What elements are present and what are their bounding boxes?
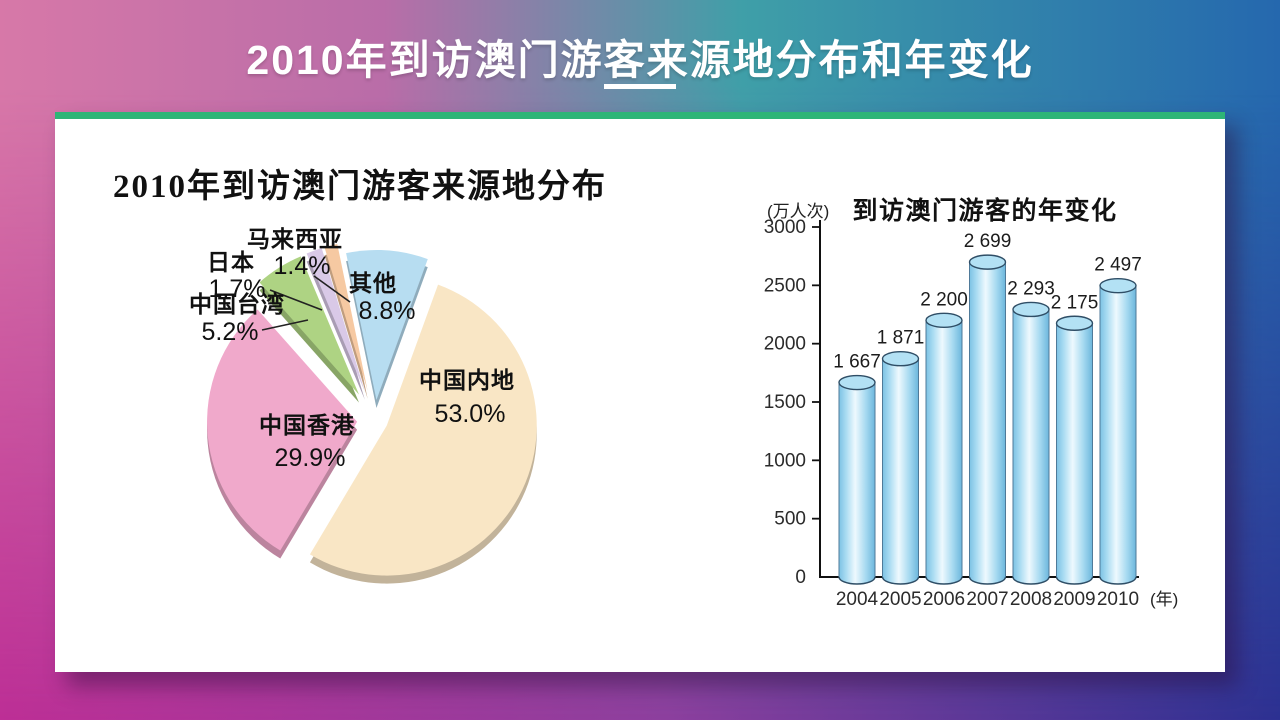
- bar-cylinder-body: [882, 358, 919, 585]
- pie-slice-label: 中国香港: [259, 412, 355, 438]
- leader-line: [261, 319, 309, 331]
- pie-chart-title: 2010年到访澳门游客来源地分布: [113, 169, 607, 205]
- bar-cylinder-bottom-edge: [1012, 576, 1050, 585]
- bar-cylinder-body: [1012, 309, 1050, 585]
- bar-cylinder-body: [838, 382, 876, 585]
- y-tick-label: 2000: [764, 334, 806, 355]
- bar-cylinder-body: [925, 320, 963, 585]
- pie-slice-label: 日本: [207, 249, 255, 275]
- bar-cylinder-body: [1099, 285, 1137, 585]
- x-tick-label: 2004: [836, 589, 879, 610]
- bar-value-label: 2 200: [920, 289, 968, 310]
- pie-slice-rim: [306, 256, 365, 400]
- pie-percent-label: 53.0%: [435, 400, 506, 428]
- pie-slice-label: 马来西亚: [247, 226, 343, 252]
- pie-slice: [306, 248, 365, 392]
- slide-title: 2010年到访澳门游客来源地分布和年变化: [246, 37, 1034, 83]
- bar-value-label: 2 699: [964, 231, 1012, 252]
- bar-cylinder-top: [925, 312, 963, 329]
- bar-value-label: 1 667: [833, 352, 881, 373]
- y-tick-label: 0: [795, 567, 806, 588]
- title-underline: [604, 84, 676, 89]
- pie-slice-rim: [324, 252, 368, 399]
- bar-cylinder-top: [1099, 277, 1137, 294]
- x-tick-label: 2005: [879, 589, 921, 610]
- bar-cylinder-bottom-edge: [1055, 576, 1094, 585]
- x-tick-label: 2007: [966, 589, 1008, 610]
- bar-cylinder-body: [969, 262, 1006, 585]
- y-tick-label: 500: [774, 509, 806, 530]
- pie-percent-label: 1.7%: [209, 275, 266, 303]
- bar-cylinder-bottom-edge: [968, 576, 1007, 585]
- bar-cylinder-top: [968, 254, 1007, 270]
- x-tick-label: 2006: [923, 589, 965, 610]
- bar-value-label: 2 293: [1007, 278, 1055, 299]
- bar-value-label: 2 175: [1051, 292, 1099, 313]
- bar-cylinder-bottom-edge: [925, 576, 963, 585]
- bar-cylinder-top: [838, 374, 876, 391]
- pie-slice: [207, 309, 358, 551]
- pie-slice-label: 中国台湾: [189, 291, 285, 317]
- pie-slice: [346, 250, 428, 401]
- pie-slice-label: 其他: [349, 270, 397, 296]
- bar-value-label: 2 497: [1094, 255, 1142, 276]
- x-tick-label: 2009: [1053, 589, 1095, 610]
- bar-cylinder-bottom-edge: [838, 576, 876, 585]
- x-tick-label: 2008: [1010, 589, 1052, 610]
- pie-slice-label: 中国内地: [419, 367, 515, 393]
- pie-percent-label: 8.8%: [359, 297, 416, 325]
- y-tick-label: 2500: [764, 275, 806, 296]
- pie-percent-label: 29.9%: [275, 444, 346, 472]
- y-tick-label: 3000: [764, 217, 806, 238]
- y-axis-unit-label: (万人次): [767, 202, 829, 221]
- bar-chart-title: 到访澳门游客的年变化: [852, 196, 1117, 225]
- bar-chart: (万人次) 到访澳门游客的年变化 0 500 1000 1500 2000 2500 3000 1…: [764, 196, 1179, 610]
- x-tick-label: 2010: [1097, 589, 1139, 610]
- pie-slice: [309, 284, 537, 576]
- bar-cylinder-bottom-edge: [1099, 576, 1137, 585]
- pie-percent-label: 5.2%: [202, 318, 259, 346]
- x-axis-unit-label: (年): [1150, 590, 1178, 609]
- pie-percent-label: 1.4%: [274, 252, 331, 280]
- y-tick-label: 1000: [764, 450, 806, 471]
- pie-slice: [324, 244, 368, 391]
- content-card: 2010年到访澳门游客来源地分布 中国内地 53.0% 中国香港 29.9% 中国台湾 5…: [55, 112, 1225, 672]
- leader-line: [313, 275, 351, 303]
- y-tick-label: 1500: [764, 392, 806, 413]
- bar-cylinder-top: [881, 351, 920, 367]
- bar-cylinder-body: [1056, 323, 1093, 585]
- bar-cylinder-top: [1012, 301, 1050, 318]
- pie-slice: [259, 256, 360, 395]
- bar-value-label: 1 871: [877, 328, 925, 349]
- leader-line: [269, 289, 323, 311]
- bar-cylinder-bottom-edge: [881, 576, 920, 585]
- bar-cylinder-top: [1055, 315, 1094, 331]
